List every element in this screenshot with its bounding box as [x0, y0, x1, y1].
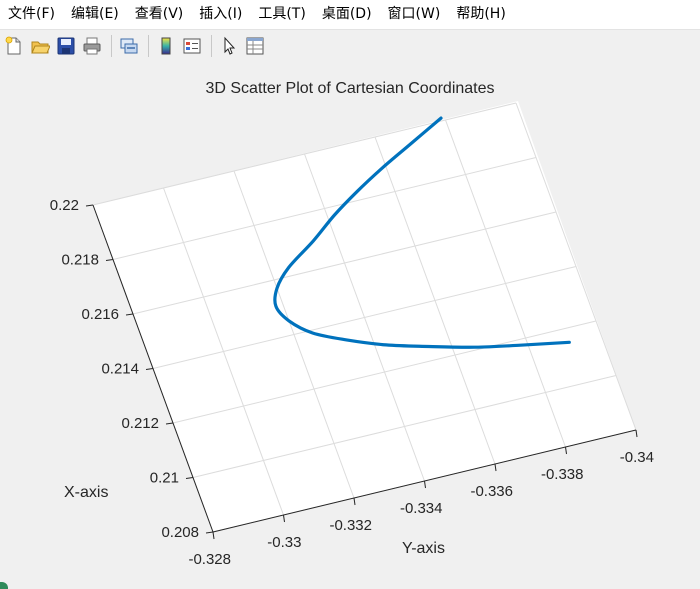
legend-button[interactable] [180, 34, 204, 58]
x-tick-label: 0.212 [121, 415, 159, 432]
data-series-line [273, 116, 571, 349]
x-tick-mark [185, 477, 194, 479]
y-axis-ticks: -0.328 -0.33 -0.332 -0.334 -0.336 -0.338 -0.34 [188, 429, 654, 568]
new-figure-button[interactable] [2, 34, 26, 58]
open-file-button[interactable] [28, 34, 52, 58]
y-tick-label: -0.332 [329, 517, 372, 534]
grid-line-y [163, 187, 284, 516]
menu-desktop[interactable]: 桌面(D) [321, 6, 372, 22]
x-tick-label: 0.208 [161, 524, 199, 541]
grid-line-y [304, 153, 425, 482]
status-strip [0, 584, 700, 589]
save-icon [57, 37, 75, 54]
x-tick-label: 0.218 [61, 252, 99, 269]
menu-tools[interactable]: 工具(T) [258, 6, 306, 22]
y-tick-mark [565, 446, 567, 455]
menu-insert[interactable]: 插入(I) [199, 6, 243, 22]
new-figure-icon [5, 36, 21, 54]
y-tick-label: -0.336 [470, 483, 513, 500]
x-tick-mark [125, 313, 134, 316]
chart-title: 3D Scatter Plot of Cartesian Coordinates [205, 80, 495, 97]
colorbar-button[interactable] [154, 34, 178, 58]
menu-help[interactable]: 帮助(H) [456, 6, 506, 22]
x-tick-label: 0.22 [50, 197, 79, 214]
x-tick-label: 0.216 [81, 306, 119, 323]
y-tick-mark [635, 429, 638, 438]
figure-toolbar [0, 30, 700, 61]
window-corner [0, 582, 8, 589]
property-inspector-icon [246, 37, 264, 54]
grid-line-y [515, 102, 637, 431]
x-tick-mark [85, 204, 94, 207]
menu-window[interactable]: 窗口(W) [387, 6, 441, 22]
y-tick-label: -0.334 [400, 500, 443, 517]
x-tick-mark [145, 368, 154, 370]
grid-line-y [374, 136, 496, 465]
x-tick-mark [205, 531, 214, 534]
link-figure-button[interactable] [117, 34, 141, 58]
y-tick-label: -0.328 [188, 551, 231, 568]
pointer-icon [224, 36, 236, 55]
toolbar-separator [111, 34, 112, 57]
colorbar-icon [161, 37, 171, 54]
y-tick-label: -0.33 [267, 534, 301, 551]
link-figure-icon [120, 38, 138, 53]
property-inspector-button[interactable] [243, 34, 267, 58]
grid-line-y [445, 119, 566, 448]
menu-file[interactable]: 文件(F) [8, 6, 55, 22]
y-tick-label: -0.34 [620, 449, 654, 466]
x-axis-ticks: 0.208 0.21 0.212 0.214 0.216 0.218 0.22 [50, 197, 214, 541]
legend-icon [183, 38, 201, 53]
toolbar-separator [148, 34, 149, 57]
menu-bar: 文件(F) 编辑(E) 查看(V) 插入(I) 工具(T) 桌面(D) 窗口(W… [0, 0, 700, 30]
x-tick-mark [165, 422, 174, 425]
y-tick-mark [353, 497, 356, 506]
save-button[interactable] [54, 34, 78, 58]
x-tick-mark [105, 259, 114, 261]
select-pointer-button[interactable] [217, 34, 241, 58]
x-tick-label: 0.214 [101, 361, 139, 378]
y-axis-label: Y-axis [402, 540, 445, 557]
print-icon [83, 37, 101, 54]
menu-view[interactable]: 查看(V) [134, 6, 184, 22]
y-tick-label: -0.338 [541, 466, 584, 483]
menu-edit[interactable]: 编辑(E) [70, 6, 119, 22]
open-file-icon [31, 41, 50, 53]
toolbar-separator [211, 34, 212, 57]
y-tick-mark [494, 463, 497, 472]
y-tick-mark [283, 514, 285, 523]
print-button[interactable] [80, 34, 104, 58]
y-tick-mark [424, 480, 426, 489]
x-axis-label: X-axis [64, 484, 109, 501]
x-tick-label: 0.21 [150, 470, 179, 487]
grid-line-y [233, 170, 355, 499]
y-tick-mark [212, 531, 215, 540]
